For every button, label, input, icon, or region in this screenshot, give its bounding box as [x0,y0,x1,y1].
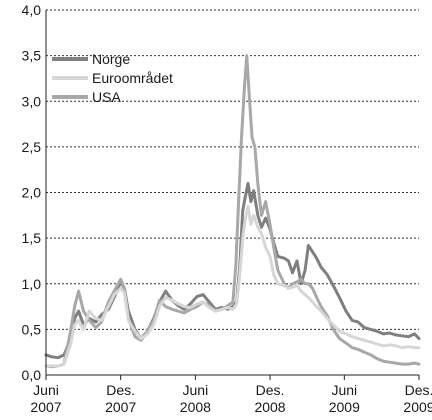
series-line-1 [44,204,421,368]
y-tick-labels: 0,0 0,5 1,0 1,5 2,0 2,5 3,0 3,5 4,0 [22,2,42,383]
x-tick-label-0-line2: 2007 [30,399,61,415]
x-tick-labels: Juni2007Des.2007Juni2008Des.2008Juni2009… [30,382,432,415]
series-lines [44,54,421,369]
series-line-2 [44,54,421,369]
legend-label-0: Norge [92,51,130,67]
x-tick-label-1-line2: 2007 [105,399,136,415]
series-line-0 [44,181,421,360]
y-tick-label-2: 1,0 [22,276,42,292]
axes [45,10,420,380]
legend-label-2: USA [92,89,121,105]
y-tick-label-7: 3,5 [22,48,42,64]
y-tick-label-1: 0,5 [22,321,42,337]
x-tick-label-0-line1: Juni [33,382,59,398]
x-tick-label-3-line2: 2008 [254,399,285,415]
y-tick-label-5: 2,5 [22,139,42,155]
x-tick-label-5-line2: 2009 [403,399,432,415]
x-tick-label-5-line1: Des. [405,382,432,398]
y-tick-label-0: 0,0 [22,367,42,383]
y-tick-label-8: 4,0 [22,2,42,18]
x-tick-label-2-line1: Juni [183,382,209,398]
x-tick-label-3-line1: Des. [256,382,285,398]
x-tick-label-1-line1: Des. [106,382,135,398]
legend: Norge Euroområdet USA [52,51,173,105]
x-tick-label-4-line1: Juni [331,382,357,398]
y-tick-label-4: 2,0 [22,185,42,201]
legend-label-1: Euroområdet [92,70,173,86]
x-tick-label-2-line2: 2008 [180,399,211,415]
y-tick-label-3: 1,5 [22,230,42,246]
x-tick-label-4-line2: 2009 [329,399,360,415]
y-tick-label-6: 3,0 [22,93,42,109]
